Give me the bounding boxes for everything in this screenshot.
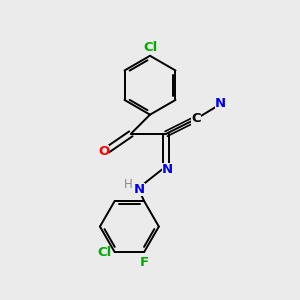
Text: N: N	[162, 163, 173, 176]
Text: N: N	[215, 97, 226, 110]
Text: N: N	[134, 183, 145, 196]
Text: Cl: Cl	[97, 246, 111, 259]
Text: F: F	[140, 256, 149, 269]
Text: C: C	[191, 112, 201, 125]
Text: Cl: Cl	[143, 41, 157, 54]
Text: O: O	[98, 145, 110, 158]
Text: H: H	[124, 178, 132, 191]
